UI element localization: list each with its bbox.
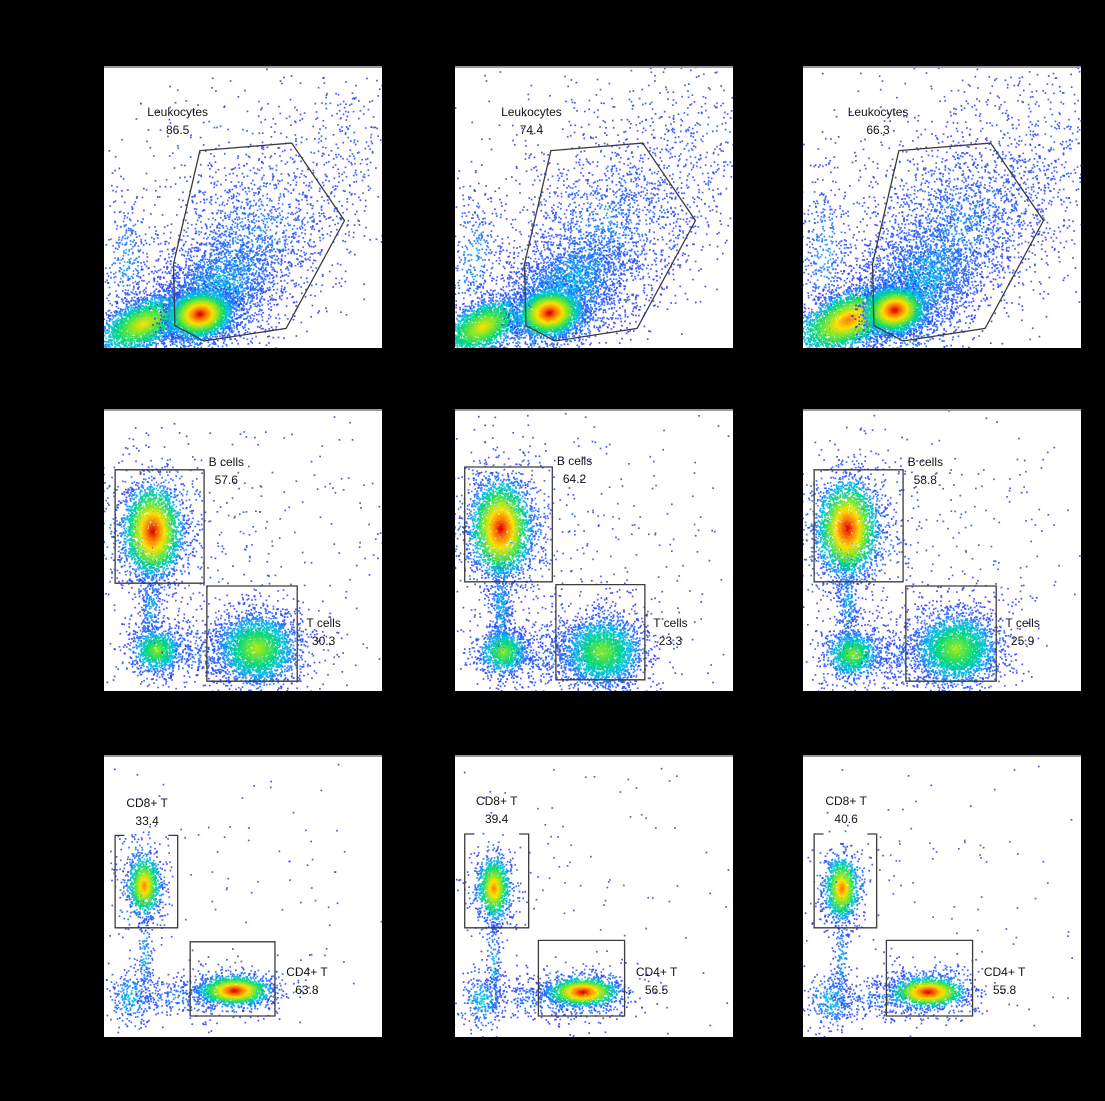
density-scatter-canvas: [803, 68, 1081, 348]
panel-cd8-cd4-sample1: CD8+ T 33.4 CD4+ T 63.8: [104, 755, 382, 1037]
panel-cd8-cd4-sample2: CD8+ T 39.4 CD4+ T 56.5: [455, 755, 733, 1037]
density-scatter-canvas: [104, 757, 382, 1037]
panel-leukocytes-sample2: Leukocytes 74.4: [455, 66, 733, 348]
density-scatter-canvas: [803, 757, 1081, 1037]
density-scatter-canvas: [455, 757, 733, 1037]
density-scatter-canvas: [455, 411, 733, 691]
density-scatter-canvas: [104, 68, 382, 348]
density-scatter-canvas: [104, 411, 382, 691]
panel-b-t-cells-sample3: B cells 58.8 T cells 25.9: [803, 409, 1081, 691]
panel-leukocytes-sample3: Leukocytes 66.3: [803, 66, 1081, 348]
panel-leukocytes-sample1: Leukocytes 86.5: [104, 66, 382, 348]
density-scatter-canvas: [455, 68, 733, 348]
panel-b-t-cells-sample2: B cells 64.2 T cells 23.3: [455, 409, 733, 691]
density-scatter-canvas: [803, 411, 1081, 691]
panel-b-t-cells-sample1: B cells 57.6 T cells 30.3: [104, 409, 382, 691]
panel-cd8-cd4-sample3: CD8+ T 40.6 CD4+ T 55.8: [803, 755, 1081, 1037]
